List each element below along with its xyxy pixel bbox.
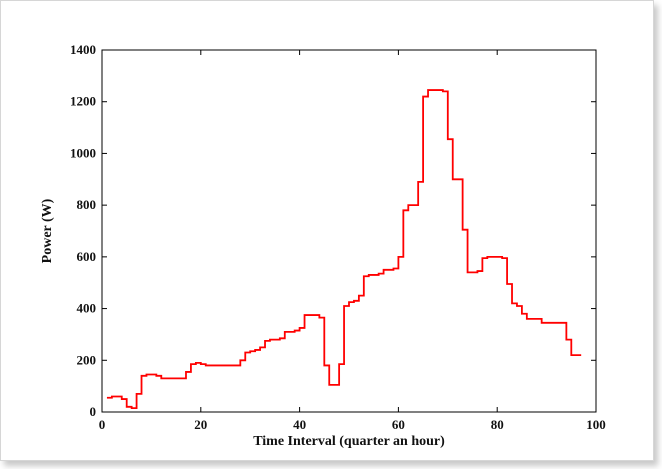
y-tick-label: 400 <box>77 301 97 316</box>
x-tick-label: 0 <box>99 417 106 432</box>
y-tick-label: 200 <box>77 352 97 367</box>
x-tick-label: 20 <box>194 417 207 432</box>
y-tick-label: 0 <box>90 404 97 419</box>
power-series-line <box>106 89 582 410</box>
y-tick-label: 1400 <box>70 42 96 57</box>
x-axis-title: Time Interval (quarter an hour) <box>253 434 445 449</box>
y-tick-label: 600 <box>77 249 97 264</box>
y-tick-label: 1000 <box>70 145 96 160</box>
series-layer <box>106 89 582 410</box>
x-tick-label: 60 <box>392 417 405 432</box>
y-tick-label: 1200 <box>70 94 96 109</box>
plot-frame <box>101 49 597 413</box>
plot-background <box>102 50 596 412</box>
x-tick-label: 40 <box>293 417 306 432</box>
y-axis-title: Power (W) <box>40 198 55 263</box>
x-tick-label: 100 <box>586 417 606 432</box>
chart-frame: 0 20 40 60 80 100 0 200 400 600 800 1000 1200 1400 Ti… <box>0 0 654 461</box>
x-tick-label: 80 <box>491 417 504 432</box>
y-tick-label: 800 <box>77 197 97 212</box>
